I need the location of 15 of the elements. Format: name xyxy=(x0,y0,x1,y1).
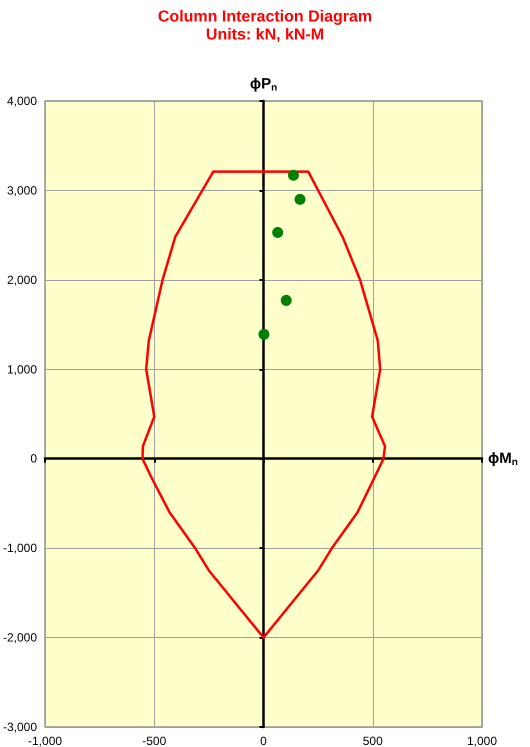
y-tick-label: 3,000 xyxy=(6,183,38,198)
y-tick-label: 0 xyxy=(30,452,38,466)
x-tick-label: 1,000 xyxy=(466,734,498,747)
y-tick-label: 4,000 xyxy=(6,94,38,108)
x-tick-label: 0 xyxy=(260,734,268,747)
chart-title: Column Interaction Diagram xyxy=(158,8,372,26)
x-tick-label: 500 xyxy=(362,734,384,747)
y-tick-label: 2,000 xyxy=(6,272,38,287)
y-tick-label: 1,000 xyxy=(6,362,38,376)
chart-subtitle: Units: kN, kN-M xyxy=(206,26,324,44)
y-tick-label: -2,000 xyxy=(2,630,38,645)
x-tick-label: -500 xyxy=(142,734,167,747)
y-tick-label: -3,000 xyxy=(2,720,38,734)
x-tick-label: -1,000 xyxy=(28,734,62,747)
y-tick-label: -1,000 xyxy=(2,541,38,556)
